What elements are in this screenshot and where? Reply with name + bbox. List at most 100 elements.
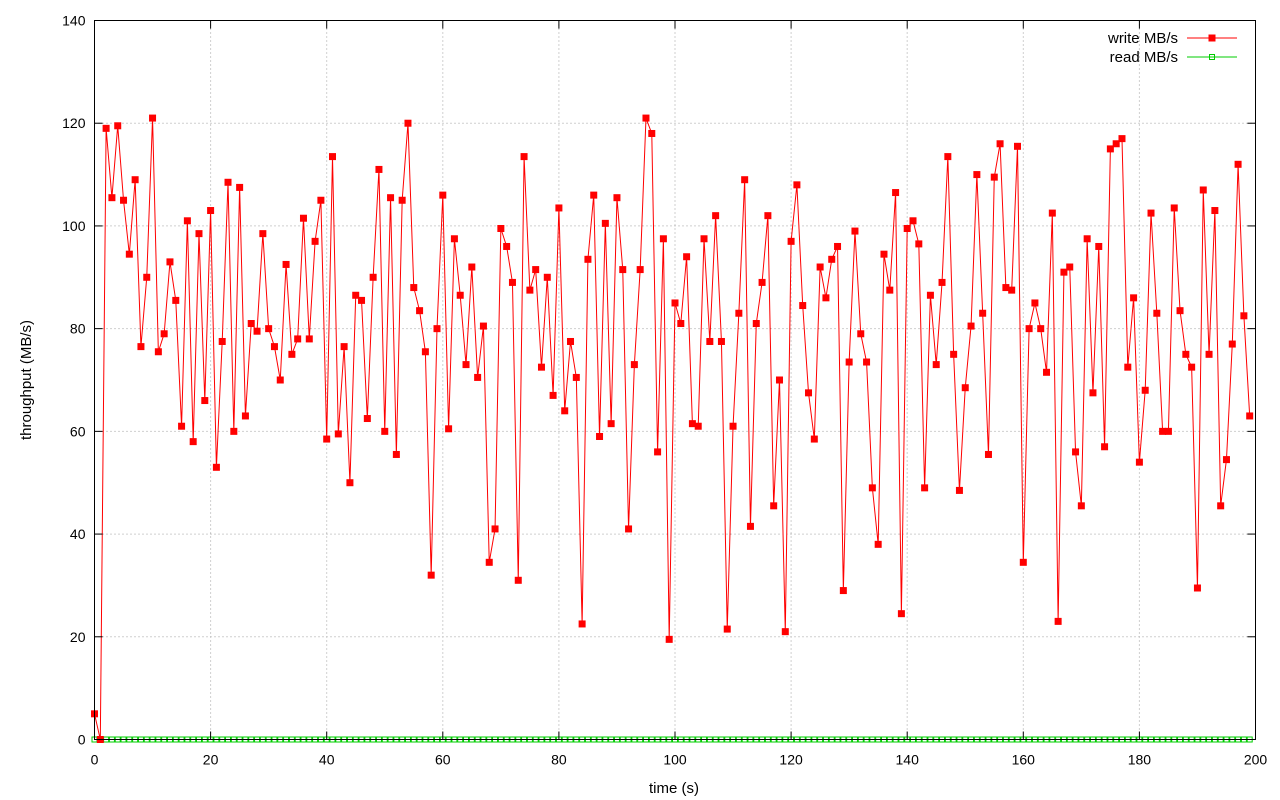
legend-marker-read <box>1209 54 1215 60</box>
write-data-point <box>816 263 824 271</box>
legend: write MB/s read MB/s <box>1107 30 1237 66</box>
y-tick-label: 100 <box>62 218 86 234</box>
write-data-point <box>508 278 516 286</box>
write-data-point <box>160 330 168 338</box>
x-tick-label: 0 <box>91 752 99 768</box>
write-data-point <box>212 463 220 471</box>
y-tick-label: 80 <box>70 321 86 337</box>
write-data-point <box>265 325 273 333</box>
write-data-point <box>311 237 319 245</box>
write-data-point <box>1188 363 1196 371</box>
write-data-point <box>514 576 522 584</box>
write-data-point <box>775 376 783 384</box>
x-tick-label: 40 <box>319 752 335 768</box>
write-data-point <box>1101 443 1109 451</box>
write-data-point <box>723 625 731 633</box>
write-data-point <box>456 291 464 299</box>
write-data-point <box>758 278 766 286</box>
legend-label-write: write MB/s <box>1107 30 1178 47</box>
write-data-point <box>735 309 743 317</box>
write-data-point <box>241 412 249 420</box>
y-tick-label: 120 <box>62 115 86 131</box>
write-data-point <box>694 422 702 430</box>
write-data-point <box>166 258 174 266</box>
write-data-point <box>950 350 958 358</box>
write-data-point <box>1228 340 1236 348</box>
write-data-point <box>1135 458 1143 466</box>
write-data-point <box>799 302 807 310</box>
x-tick-label: 100 <box>663 752 687 768</box>
write-data-point <box>636 266 644 274</box>
write-data-point <box>369 273 377 281</box>
write-data-point <box>543 273 551 281</box>
write-data-point <box>648 129 656 137</box>
write-data-point <box>1147 209 1155 217</box>
write-data-point <box>532 266 540 274</box>
write-data-point <box>1205 350 1213 358</box>
write-data-point <box>120 196 128 204</box>
write-data-point <box>1124 363 1132 371</box>
write-data-point <box>1222 456 1230 464</box>
write-data-point <box>207 207 215 215</box>
write-data-point <box>926 291 934 299</box>
write-data-point <box>294 335 302 343</box>
write-data-point <box>781 628 789 636</box>
write-data-point <box>1077 502 1085 510</box>
write-data-point <box>143 273 151 281</box>
write-data-point <box>990 173 998 181</box>
write-data-point <box>102 124 110 132</box>
write-data-point <box>1019 558 1027 566</box>
y-tick-label: 60 <box>70 423 86 439</box>
write-data-point <box>880 250 888 258</box>
write-data-point <box>189 438 197 446</box>
y-tick-label: 40 <box>70 526 86 542</box>
write-data-point <box>845 358 853 366</box>
write-data-point <box>485 558 493 566</box>
write-data-point <box>938 278 946 286</box>
write-data-point <box>288 350 296 358</box>
write-data-point <box>549 391 557 399</box>
write-data-point <box>764 212 772 220</box>
write-data-point <box>590 191 598 199</box>
write-data-point <box>1199 186 1207 194</box>
write-data-point <box>1176 307 1184 315</box>
write-data-point <box>410 284 418 292</box>
grid <box>94 20 1256 740</box>
write-series <box>91 114 1254 743</box>
write-data-point <box>1170 204 1178 212</box>
write-data-point <box>491 525 499 533</box>
x-tick-label: 60 <box>435 752 451 768</box>
write-data-point <box>805 389 813 397</box>
write-data-point <box>851 227 859 235</box>
plot-frame <box>94 20 1256 740</box>
write-data-point <box>834 242 842 250</box>
write-data-point <box>1037 325 1045 333</box>
write-data-point <box>1008 286 1016 294</box>
write-data-point <box>1211 207 1219 215</box>
write-data-point <box>1164 427 1172 435</box>
write-data-point <box>526 286 534 294</box>
write-data-point <box>839 587 847 595</box>
write-data-point <box>619 266 627 274</box>
x-tick-label: 200 <box>1244 752 1268 768</box>
legend-marker-write <box>1208 34 1216 42</box>
write-series-line <box>94 117 1251 740</box>
write-data-point <box>1083 235 1091 243</box>
write-data-point <box>1141 386 1149 394</box>
write-data-point <box>915 240 923 248</box>
write-data-point <box>874 540 882 548</box>
write-data-point <box>659 235 667 243</box>
y-axis-label: throughput (MB/s) <box>18 320 35 440</box>
write-data-point <box>955 486 963 494</box>
write-data-point <box>450 235 458 243</box>
write-data-point <box>282 260 290 268</box>
x-tick-label: 80 <box>551 752 567 768</box>
write-data-point <box>154 348 162 356</box>
write-data-point <box>1095 242 1103 250</box>
write-data-point <box>172 296 180 304</box>
write-data-point <box>421 348 429 356</box>
write-data-point <box>346 479 354 487</box>
write-data-point <box>828 255 836 263</box>
x-tick-label: 140 <box>896 752 920 768</box>
